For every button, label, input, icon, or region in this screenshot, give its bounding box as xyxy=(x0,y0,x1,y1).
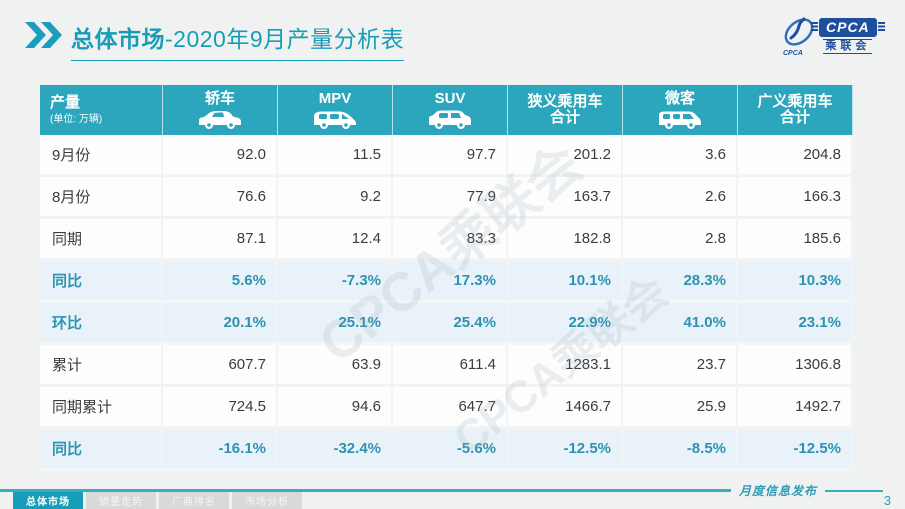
cell-r2c1: 12.4 xyxy=(278,219,393,261)
page-title-rest: -2020年9月产量分析表 xyxy=(165,26,405,52)
double-chevron-icon xyxy=(25,22,62,48)
header-cell-unit: 产量 (单位: 万辆) xyxy=(40,85,163,135)
cell-r6c0: 724.5 xyxy=(163,387,278,429)
footer-tab-1[interactable]: 总体市场 xyxy=(13,492,83,509)
cell-r7c5: -12.5% xyxy=(738,429,853,471)
cell-r2c4: 2.8 xyxy=(623,219,738,261)
svg-text:CPCA: CPCA xyxy=(783,50,803,57)
cell-r4c0: 20.1% xyxy=(163,303,278,345)
footer-divider-line xyxy=(0,489,731,492)
header-cell-1: 轿车 xyxy=(163,85,278,135)
footer-divider-line-short xyxy=(825,489,883,492)
cpca-logo-name: 乘联会 xyxy=(823,39,873,54)
row-label-3: 同比 xyxy=(40,261,163,303)
van-icon xyxy=(659,111,701,130)
cell-r0c2: 97.7 xyxy=(393,135,508,177)
cell-r7c1: -32.4% xyxy=(278,429,393,471)
cell-r7c4: -8.5% xyxy=(623,429,738,471)
cell-r3c5: 10.3% xyxy=(738,261,853,303)
row-label-2: 同期 xyxy=(40,219,163,261)
cell-r3c2: 17.3% xyxy=(393,261,508,303)
row-label-7: 同比 xyxy=(40,429,163,471)
cell-r1c1: 9.2 xyxy=(278,177,393,219)
cell-r1c2: 77.9 xyxy=(393,177,508,219)
release-label: 月度信息发布 xyxy=(738,484,817,498)
cell-r5c3: 1283.1 xyxy=(508,345,623,387)
cell-r6c2: 647.7 xyxy=(393,387,508,429)
row-label-0: 9月份 xyxy=(40,135,163,177)
cpca-logo: CPCA CPCA 乘联会 xyxy=(781,12,885,60)
cell-r3c0: 5.6% xyxy=(163,261,278,303)
cell-r5c0: 607.7 xyxy=(163,345,278,387)
cell-r5c4: 23.7 xyxy=(623,345,738,387)
cell-r5c5: 1306.8 xyxy=(738,345,853,387)
cell-r2c0: 87.1 xyxy=(163,219,278,261)
cell-r0c5: 204.8 xyxy=(738,135,853,177)
cell-r7c3: -12.5% xyxy=(508,429,623,471)
cpca-logo-abbr: CPCA xyxy=(811,18,885,37)
page-title: 总体市场-2020年9月产量分析表 xyxy=(71,20,405,61)
cell-r6c4: 25.9 xyxy=(623,387,738,429)
mpv-icon xyxy=(314,111,356,130)
cell-r1c4: 2.6 xyxy=(623,177,738,219)
production-table: 产量 (单位: 万辆) 轿车 MPV SUV 狭义乘用车 合计 微客 广义乘用车 合计 9月份 92.… xyxy=(40,85,853,471)
cell-r4c5: 23.1% xyxy=(738,303,853,345)
footer-tab-2[interactable]: 销量走势 xyxy=(86,492,156,509)
cell-r6c3: 1466.7 xyxy=(508,387,623,429)
cell-r4c1: 25.1% xyxy=(278,303,393,345)
cell-r3c3: 10.1% xyxy=(508,261,623,303)
header-cell-3: SUV xyxy=(393,85,508,135)
cell-r4c4: 41.0% xyxy=(623,303,738,345)
footer-tab-4[interactable]: 市场分析 xyxy=(232,492,302,509)
cell-r1c5: 166.3 xyxy=(738,177,853,219)
header-cell-4: 狭义乘用车 合计 xyxy=(508,85,623,135)
header-cell-6: 广义乘用车 合计 xyxy=(738,85,853,135)
title-bar: 总体市场-2020年9月产量分析表 xyxy=(25,20,405,61)
sedan-icon xyxy=(199,111,241,130)
header-cell-2: MPV xyxy=(278,85,393,135)
cell-r4c2: 25.4% xyxy=(393,303,508,345)
cell-r6c5: 1492.7 xyxy=(738,387,853,429)
suv-icon xyxy=(429,110,471,130)
footer-strip: 月度信息发布 xyxy=(0,482,905,499)
cell-r6c1: 94.6 xyxy=(278,387,393,429)
cell-r5c1: 63.9 xyxy=(278,345,393,387)
page-title-bold: 总体市场 xyxy=(71,26,165,52)
page-number: 3 xyxy=(883,493,891,508)
cell-r1c0: 76.6 xyxy=(163,177,278,219)
cell-r0c1: 11.5 xyxy=(278,135,393,177)
cell-r3c4: 28.3% xyxy=(623,261,738,303)
footer-tab-3[interactable]: 厂商排名 xyxy=(159,492,229,509)
bottom-nav-tabs: 总体市场 销量走势 厂商排名 市场分析 xyxy=(13,492,302,509)
cell-r0c4: 3.6 xyxy=(623,135,738,177)
cell-r1c3: 163.7 xyxy=(508,177,623,219)
cell-r5c2: 611.4 xyxy=(393,345,508,387)
cell-r7c0: -16.1% xyxy=(163,429,278,471)
cell-r3c1: -7.3% xyxy=(278,261,393,303)
row-label-4: 环比 xyxy=(40,303,163,345)
row-label-1: 8月份 xyxy=(40,177,163,219)
cell-r2c3: 182.8 xyxy=(508,219,623,261)
cell-r4c3: 22.9% xyxy=(508,303,623,345)
cell-r2c2: 83.3 xyxy=(393,219,508,261)
row-label-5: 累计 xyxy=(40,345,163,387)
header-cell-5: 微客 xyxy=(623,85,738,135)
cell-r7c2: -5.6% xyxy=(393,429,508,471)
row-label-6: 同期累计 xyxy=(40,387,163,429)
cell-r0c3: 201.2 xyxy=(508,135,623,177)
cell-r2c5: 185.6 xyxy=(738,219,853,261)
cell-r0c0: 92.0 xyxy=(163,135,278,177)
cpca-swoosh-icon: CPCA xyxy=(783,17,814,57)
